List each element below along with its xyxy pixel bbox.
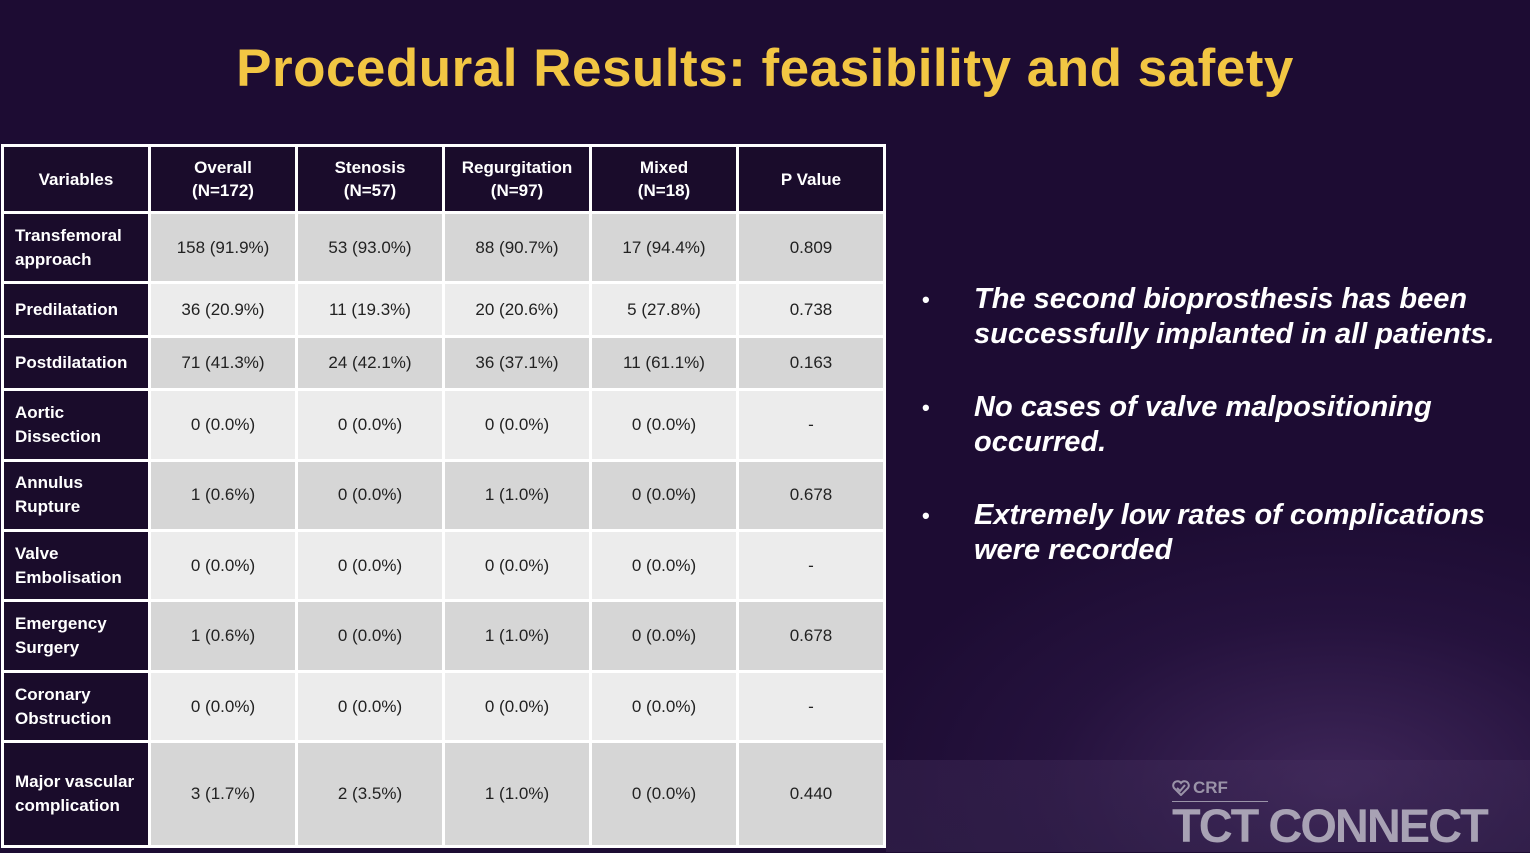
row-variable: Emergency Surgery	[1, 599, 151, 673]
cell-overall: 3 (1.7%)	[148, 740, 298, 848]
logo-wordmark: TCT CONNECT	[1172, 799, 1489, 852]
bullet-dot: •	[922, 287, 930, 312]
cell-p-value: 0.440	[736, 740, 886, 848]
cell-mixed: 0 (0.0%)	[589, 669, 739, 744]
cell-overall: 1 (0.6%)	[148, 458, 298, 532]
row-variable: Predilatation	[1, 281, 151, 338]
bullet-item: • The second bioprosthesis has been succe…	[922, 283, 1495, 350]
table-row: Major vascular complication 3 (1.7%) 2 (3…	[1, 740, 886, 848]
cell-stenosis: 24 (42.1%)	[295, 334, 445, 392]
bullet-item: • No cases of valve malpositioning occurr…	[922, 391, 1432, 458]
header-mixed: Mixed (N=18)	[589, 144, 739, 214]
cell-mixed: 11 (61.1%)	[589, 334, 739, 392]
cell-regurgitation: 0 (0.0%)	[442, 528, 592, 603]
cell-regurgitation: 36 (37.1%)	[442, 334, 592, 392]
cell-p-value: -	[736, 528, 886, 603]
cell-stenosis: 0 (0.0%)	[295, 669, 445, 744]
cell-regurgitation: 0 (0.0%)	[442, 388, 592, 462]
cell-mixed: 0 (0.0%)	[589, 458, 739, 532]
table-row: Postdilatation 71 (41.3%) 24 (42.1%) 36 …	[1, 334, 886, 392]
cell-regurgitation: 0 (0.0%)	[442, 669, 592, 744]
row-variable: Transfemoral approach	[1, 210, 151, 285]
cell-p-value: 0.163	[736, 334, 886, 392]
logo-divider	[1172, 801, 1268, 802]
table-row: Annulus Rupture 1 (0.6%) 0 (0.0%) 1 (1.0%…	[1, 458, 886, 532]
bullet-dot: •	[922, 395, 930, 420]
cell-stenosis: 0 (0.0%)	[295, 599, 445, 673]
row-variable: Aortic Dissection	[1, 388, 151, 462]
bullet-item: • Extremely low rates of complications we…	[922, 499, 1485, 566]
cell-regurgitation: 20 (20.6%)	[442, 281, 592, 338]
background-band	[886, 760, 1530, 852]
header-overall: Overall (N=172)	[148, 144, 298, 214]
bullet-dot: •	[922, 503, 930, 528]
slide-title: Procedural Results: feasibility and safe…	[236, 39, 1294, 98]
cell-mixed: 5 (27.8%)	[589, 281, 739, 338]
cell-regurgitation: 1 (1.0%)	[442, 599, 592, 673]
cell-mixed: 17 (94.4%)	[589, 210, 739, 285]
table-row: Emergency Surgery 1 (0.6%) 0 (0.0%) 1 (1.…	[1, 599, 886, 673]
cell-overall: 36 (20.9%)	[148, 281, 298, 338]
row-variable: Coronary Obstruction	[1, 669, 151, 744]
cell-overall: 1 (0.6%)	[148, 599, 298, 673]
table-row: Transfemoral approach 158 (91.9%) 53 (93.…	[1, 210, 886, 285]
table-row: Predilatation 36 (20.9%) 11 (19.3%) 20 (…	[1, 281, 886, 338]
header-stenosis: Stenosis (N=57)	[295, 144, 445, 214]
table-header-row: Variables Overall (N=172) Stenosis (N=57) …	[1, 144, 886, 214]
cell-mixed: 0 (0.0%)	[589, 740, 739, 848]
cell-stenosis: 0 (0.0%)	[295, 388, 445, 462]
row-variable: Postdilatation	[1, 334, 151, 392]
cell-regurgitation: 1 (1.0%)	[442, 740, 592, 848]
row-variable: Major vascular complication	[1, 740, 151, 848]
cell-mixed: 0 (0.0%)	[589, 599, 739, 673]
cell-overall: 0 (0.0%)	[148, 528, 298, 603]
cell-stenosis: 0 (0.0%)	[295, 528, 445, 603]
cell-stenosis: 0 (0.0%)	[295, 458, 445, 532]
cell-stenosis: 11 (19.3%)	[295, 281, 445, 338]
cell-regurgitation: 1 (1.0%)	[442, 458, 592, 532]
table-row: Valve Embolisation 0 (0.0%) 0 (0.0%) 0 (0…	[1, 528, 886, 603]
cell-overall: 158 (91.9%)	[148, 210, 298, 285]
cell-overall: 71 (41.3%)	[148, 334, 298, 392]
header-regurgitation: Regurgitation (N=97)	[442, 144, 592, 214]
cell-stenosis: 2 (3.5%)	[295, 740, 445, 848]
cell-p-value: 0.678	[736, 599, 886, 673]
table-row: Coronary Obstruction 0 (0.0%) 0 (0.0%) 0 …	[1, 669, 886, 744]
row-variable: Annulus Rupture	[1, 458, 151, 532]
results-table: Variables Overall (N=172) Stenosis (N=57) …	[1, 144, 886, 848]
cell-overall: 0 (0.0%)	[148, 669, 298, 744]
table-row: Aortic Dissection 0 (0.0%) 0 (0.0%) 0 (0.…	[1, 388, 886, 462]
crf-heart-icon	[1172, 780, 1190, 796]
tct-connect-logo: CRF TCT CONNECT	[1172, 776, 1512, 852]
header-variables: Variables	[1, 144, 151, 214]
cell-p-value: 0.738	[736, 281, 886, 338]
cell-p-value: -	[736, 388, 886, 462]
cell-regurgitation: 88 (90.7%)	[442, 210, 592, 285]
cell-p-value: 0.678	[736, 458, 886, 532]
row-variable: Valve Embolisation	[1, 528, 151, 603]
crf-mark: CRF	[1172, 778, 1228, 798]
cell-stenosis: 53 (93.0%)	[295, 210, 445, 285]
cell-mixed: 0 (0.0%)	[589, 528, 739, 603]
header-p-value: P Value	[736, 144, 886, 214]
bullet-list: • The second bioprosthesis has been succe…	[920, 282, 1520, 606]
cell-p-value: -	[736, 669, 886, 744]
cell-overall: 0 (0.0%)	[148, 388, 298, 462]
cell-p-value: 0.809	[736, 210, 886, 285]
cell-mixed: 0 (0.0%)	[589, 388, 739, 462]
